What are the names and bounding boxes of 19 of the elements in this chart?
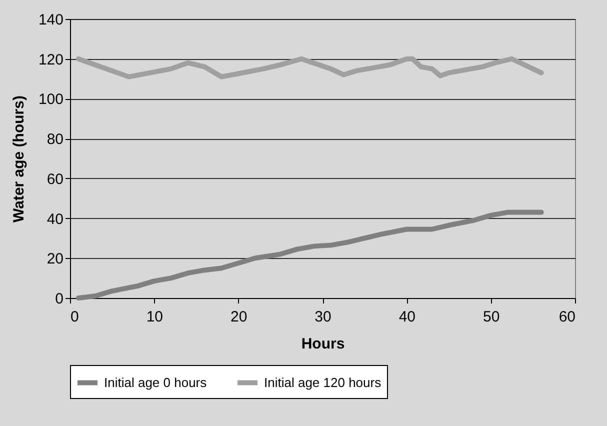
y-tick-label: 60	[46, 170, 64, 188]
x-axis-title: Hours	[301, 336, 345, 352]
y-tick-label: 100	[38, 91, 64, 108]
x-tick-label: 20	[230, 308, 248, 326]
y-tick-label: 80	[46, 131, 64, 148]
legend-label: Initial age 0 hours	[104, 374, 208, 390]
x-tick-label: 0	[70, 308, 79, 326]
x-tick-label: 40	[398, 308, 416, 326]
legend-label: Initial age 120 hours	[264, 374, 382, 390]
y-tick-label: 120	[38, 51, 64, 68]
y-axis-title: Water age (hours)	[10, 96, 28, 222]
x-tick-label: 10	[146, 308, 164, 326]
y-tick-label: 40	[46, 210, 64, 228]
y-tick-label: 0	[55, 290, 64, 308]
x-tick-label: 30	[314, 308, 332, 326]
y-tick-label: 140	[38, 12, 64, 28]
x-tick-label: 60	[558, 308, 576, 326]
x-tick-label: 50	[482, 308, 500, 326]
y-tick-label: 20	[46, 250, 64, 268]
